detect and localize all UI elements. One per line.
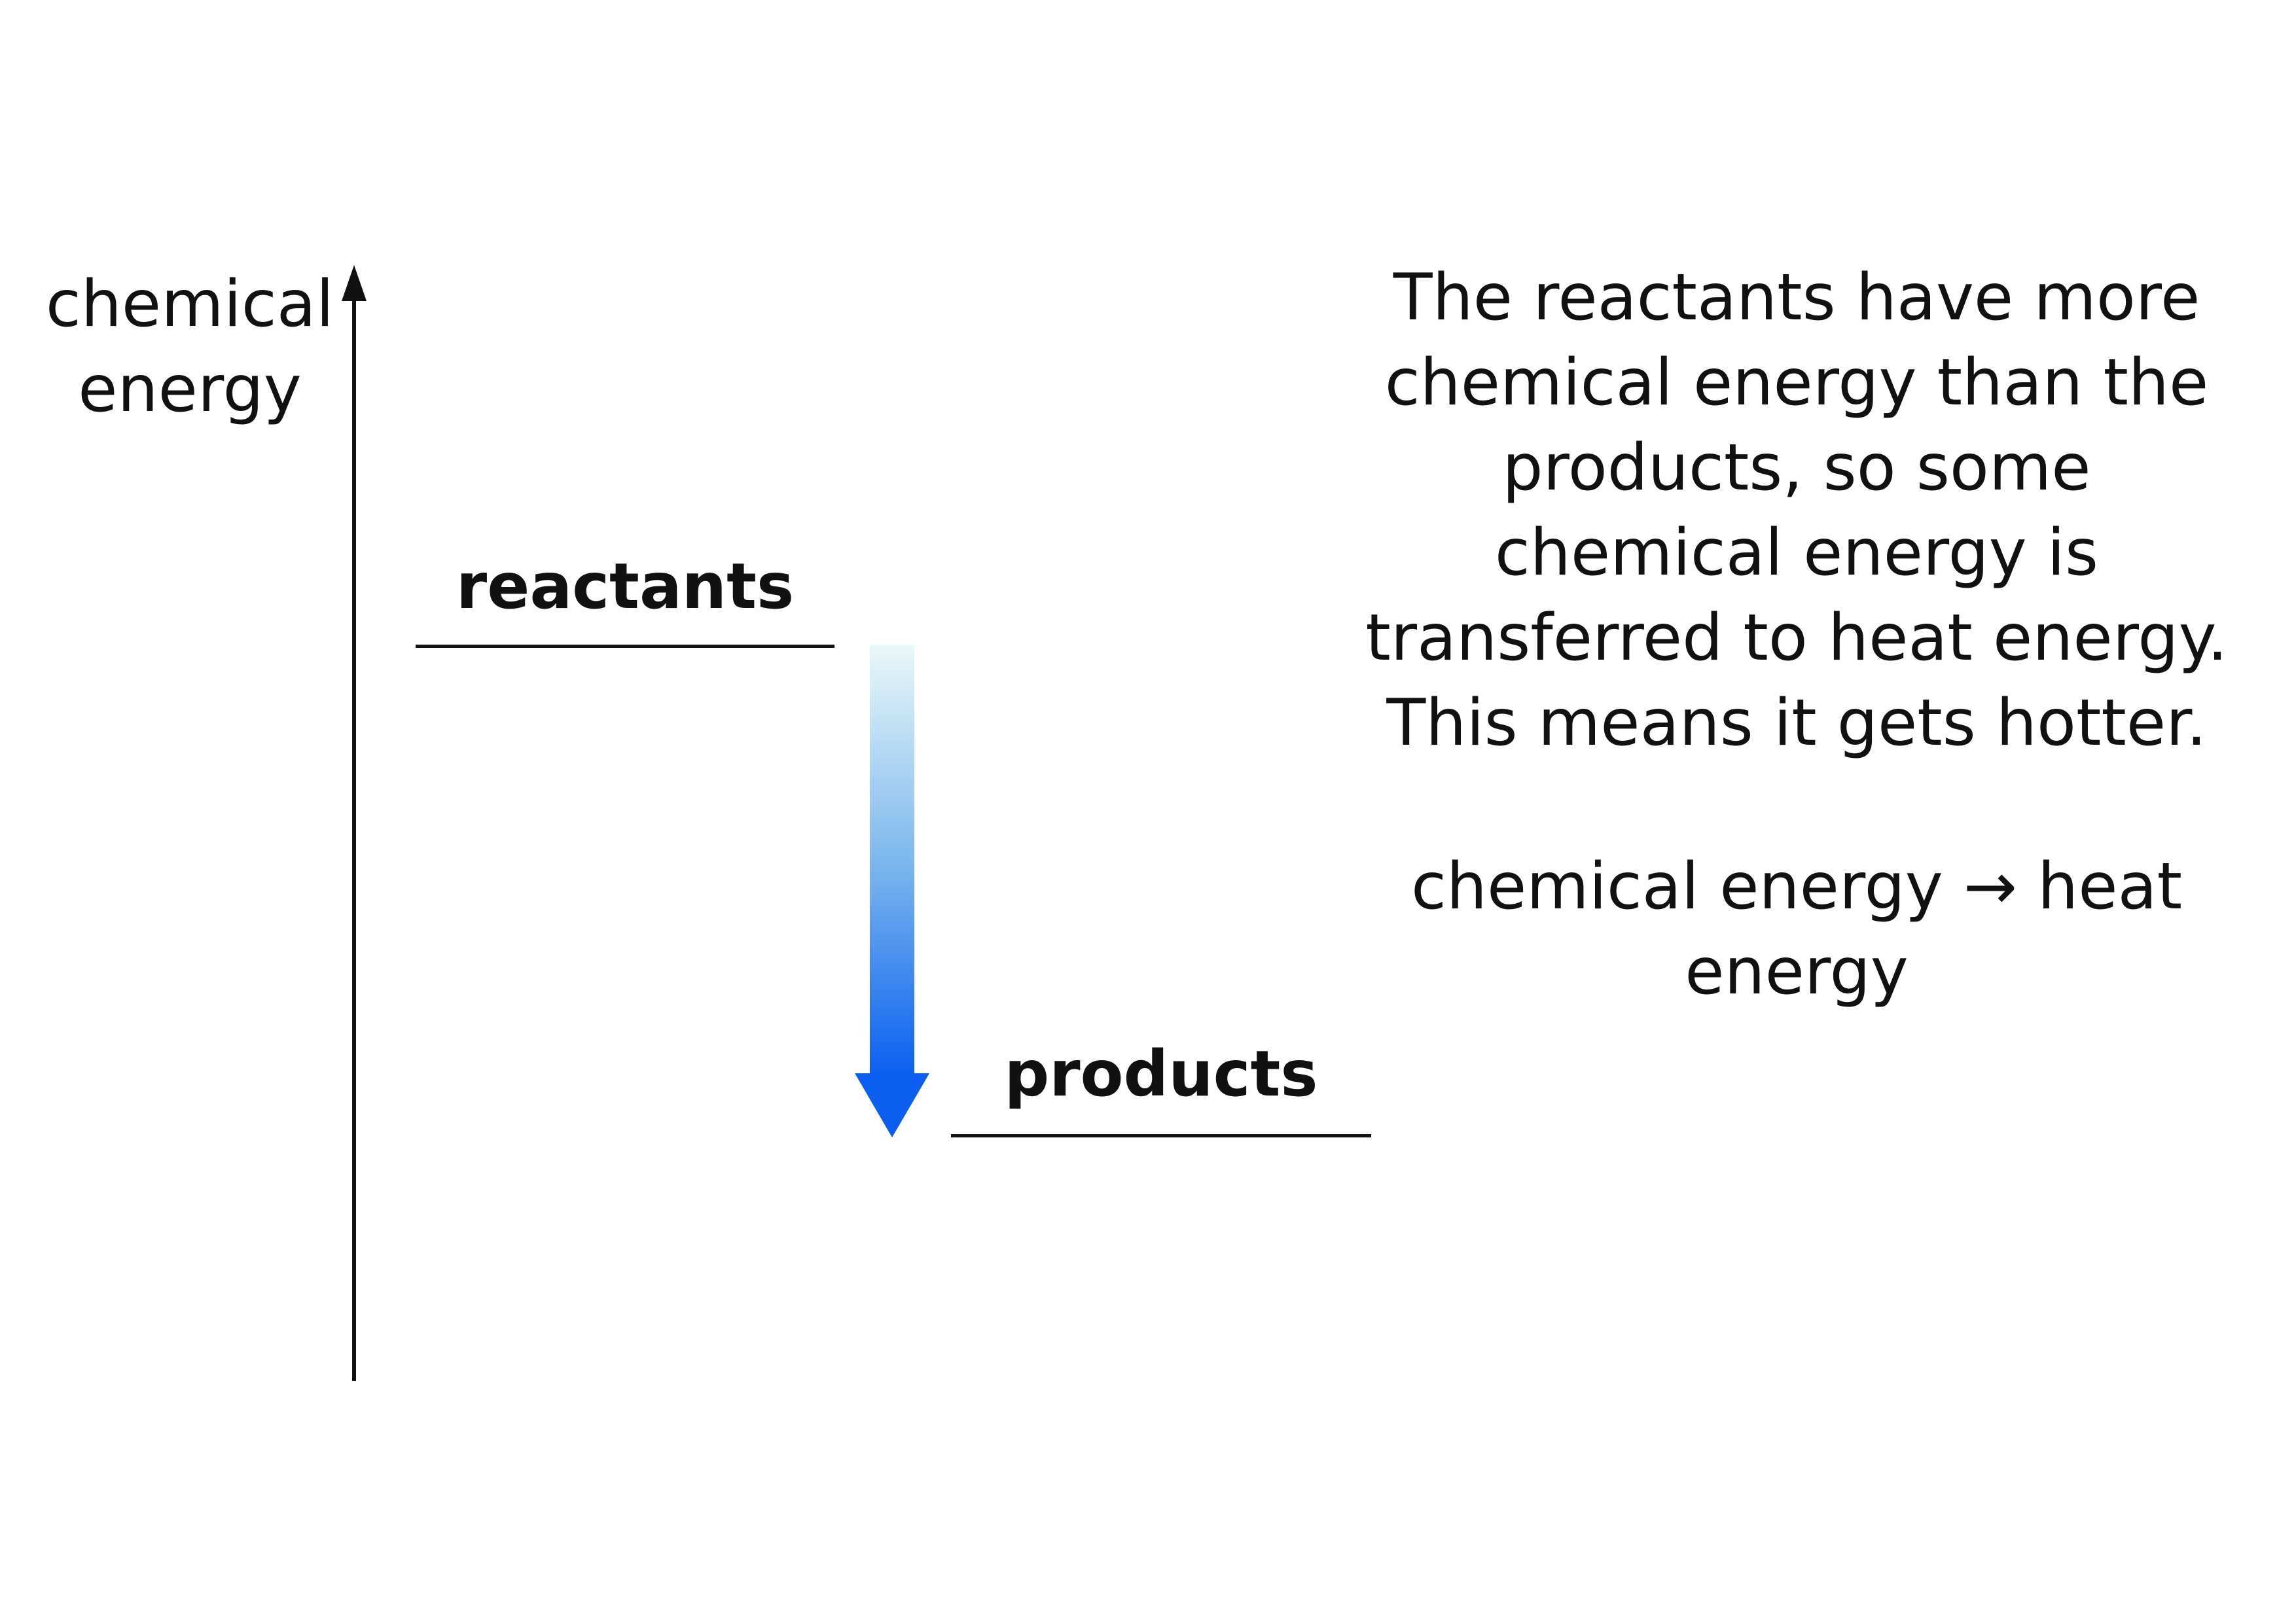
explanation-text: The reactants have more chemical energy …	[1361, 255, 2232, 766]
explanation-line: The reactants have more	[1393, 260, 2200, 335]
reactants-label: reactants	[456, 550, 795, 623]
energy-release-arrow	[855, 645, 929, 1137]
explanation-line: transferred to heat energy.	[1365, 601, 2228, 675]
axis-arrowhead-icon	[342, 265, 367, 301]
explanation-line: products, so some	[1502, 431, 2091, 505]
y-axis-label-line2: energy	[78, 352, 302, 427]
equation-to: heat energy	[1685, 849, 2183, 1009]
explanation-line: This means it gets hotter.	[1386, 686, 2207, 760]
energy-axis	[342, 265, 367, 1381]
products-level-line	[951, 1134, 1371, 1137]
explanation-line: chemical energy is	[1494, 516, 2099, 590]
explanation-line: chemical energy than the	[1384, 346, 2209, 420]
right-arrow-icon: →	[1963, 849, 2017, 924]
products-label: products	[1004, 1037, 1318, 1111]
equation-from: chemical energy	[1410, 849, 1943, 924]
y-axis-label-line1: chemical	[45, 267, 334, 342]
energy-equation: chemical energy → heat energy	[1296, 844, 2296, 1014]
reactants-level-line	[416, 645, 834, 648]
y-axis-label: chemical energy	[39, 262, 340, 432]
